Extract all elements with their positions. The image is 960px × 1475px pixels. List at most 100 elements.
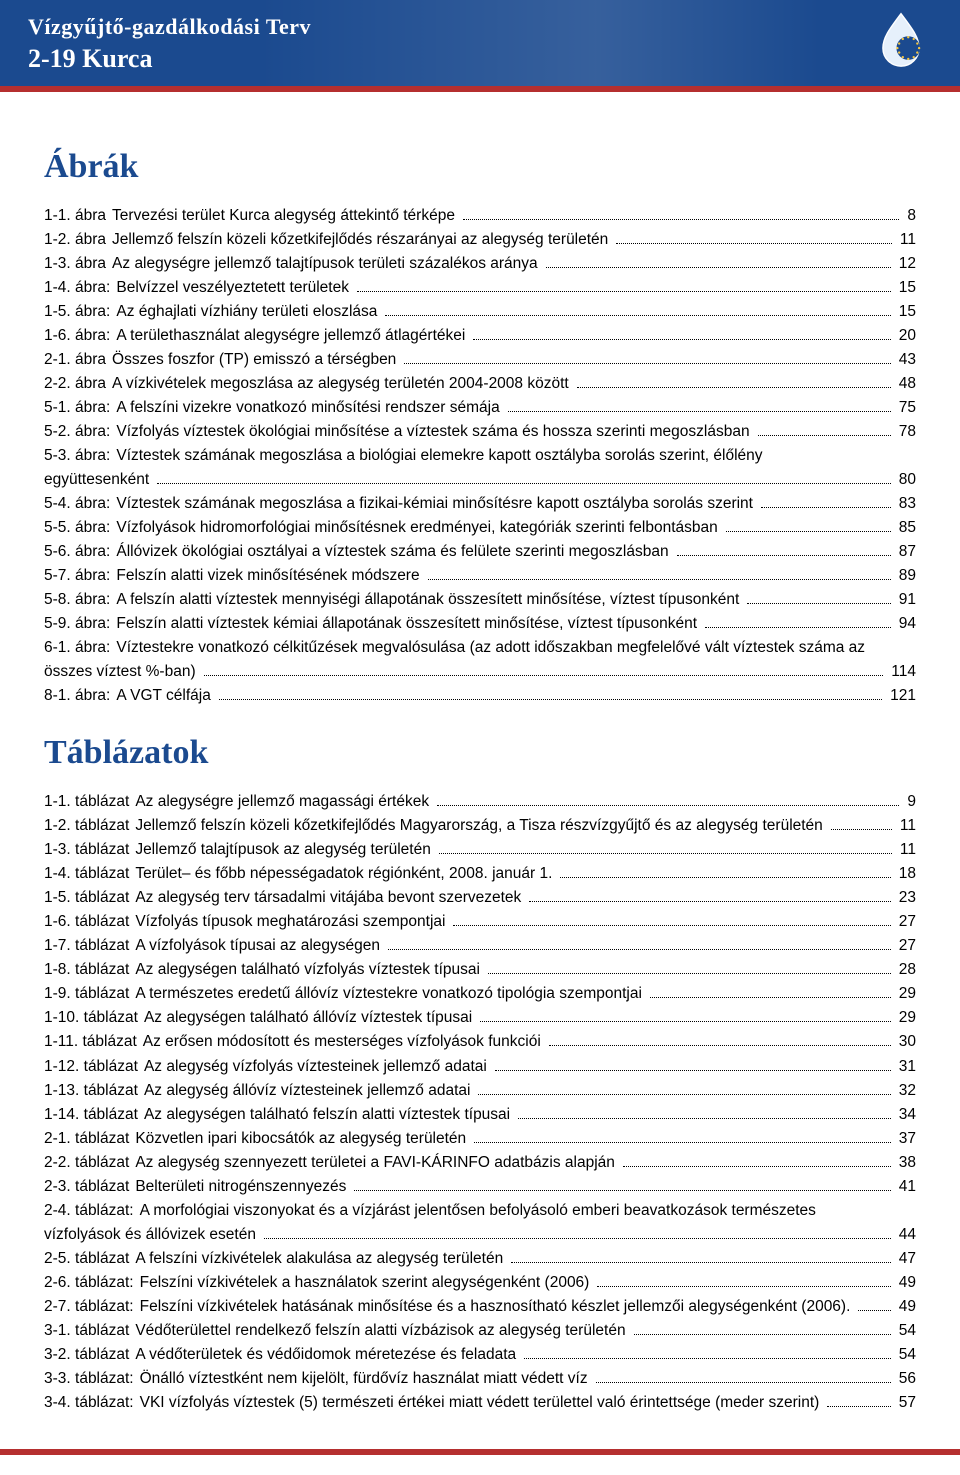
section-title-abrak: Ábrák bbox=[44, 148, 916, 186]
toc-ref: 5-9. ábra: bbox=[44, 612, 116, 636]
toc-label: Az erősen módosított és mesterséges vízf… bbox=[143, 1030, 545, 1054]
toc-dots bbox=[705, 615, 891, 628]
toc-ref: 3-1. táblázat bbox=[44, 1319, 135, 1343]
tablazatok-row: 1-10. táblázatAz alegységen található ál… bbox=[44, 1006, 916, 1030]
toc-ref: 1-2. táblázat bbox=[44, 814, 135, 838]
toc-dots bbox=[204, 663, 884, 676]
toc-dots bbox=[480, 1009, 891, 1022]
toc-page: 47 bbox=[895, 1247, 916, 1271]
toc-label: Felszín alatti víztestek kémiai állapotá… bbox=[116, 612, 701, 636]
toc-ref: 2-2. táblázat bbox=[44, 1151, 135, 1175]
toc-page: 8 bbox=[903, 204, 916, 228]
toc-dots bbox=[219, 687, 882, 700]
toc-ref: 5-7. ábra: bbox=[44, 564, 116, 588]
tablazatok-row: 2-6. táblázat:Felszíni vízkivételek a ha… bbox=[44, 1271, 916, 1295]
toc-dots bbox=[858, 1297, 890, 1310]
abrak-row-cont: összes víztest %-ban)114 bbox=[44, 660, 916, 684]
abrak-toc-list: 1-1. ábraTervezési terület Kurca alegysé… bbox=[44, 204, 916, 708]
toc-dots bbox=[488, 961, 891, 974]
toc-ref: 2-2. ábra bbox=[44, 372, 112, 396]
tablazatok-row-cont: vízfolyások és állóvizek esetén44 bbox=[44, 1223, 916, 1247]
toc-ref: 6-1. ábra: bbox=[44, 636, 116, 660]
toc-dots bbox=[758, 423, 891, 436]
toc-page: 57 bbox=[895, 1391, 916, 1415]
abrak-row: 2-2. ábraA vízkivételek megoszlása az al… bbox=[44, 372, 916, 396]
header-title: Vízgyűjtő-gazdálkodási Terv bbox=[28, 14, 932, 40]
toc-dots bbox=[388, 937, 891, 950]
toc-page: 20 bbox=[895, 324, 916, 348]
toc-page: 27 bbox=[895, 910, 916, 934]
toc-page: 32 bbox=[895, 1079, 916, 1103]
toc-dots bbox=[529, 889, 890, 902]
toc-page: 78 bbox=[895, 420, 916, 444]
toc-ref: 1-10. táblázat bbox=[44, 1006, 144, 1030]
toc-page: 30 bbox=[895, 1030, 916, 1054]
toc-page: 34 bbox=[895, 1103, 916, 1127]
tablazatok-row: 1-13. táblázatAz alegység állóvíz víztes… bbox=[44, 1079, 916, 1103]
abrak-row: 5-6. ábra:Állóvizek ökológiai osztályai … bbox=[44, 540, 916, 564]
toc-dots bbox=[404, 351, 890, 364]
toc-ref: 2-5. táblázat bbox=[44, 1247, 135, 1271]
toc-dots bbox=[511, 1249, 891, 1262]
toc-dots bbox=[549, 1033, 891, 1046]
abrak-row: 5-4. ábra:Víztestek számának megoszlása … bbox=[44, 492, 916, 516]
toc-dots bbox=[761, 495, 891, 508]
abrak-row: 5-2. ábra:Vízfolyás víztestek ökológiai … bbox=[44, 420, 916, 444]
abrak-row: 1-1. ábraTervezési terület Kurca alegysé… bbox=[44, 204, 916, 228]
toc-ref: 1-5. táblázat bbox=[44, 886, 135, 910]
abrak-row: 5-5. ábra:Vízfolyások hidromorfológiai m… bbox=[44, 516, 916, 540]
abrak-row: 1-6. ábra:A területhasználat alegységre … bbox=[44, 324, 916, 348]
document-page: Vízgyűjtő-gazdálkodási Terv 2-19 Kurca Á… bbox=[0, 0, 960, 1475]
toc-page: 11 bbox=[896, 228, 916, 252]
toc-label: A természetes eredetű állóvíz víztestekr… bbox=[135, 982, 646, 1006]
toc-page: 85 bbox=[895, 516, 916, 540]
toc-label: Önálló víztestként nem kijelölt, fürdőví… bbox=[140, 1367, 592, 1391]
toc-dots bbox=[518, 1105, 891, 1118]
toc-ref: 2-1. táblázat bbox=[44, 1127, 135, 1151]
toc-dots bbox=[473, 327, 890, 340]
toc-ref: 5-3. ábra: bbox=[44, 444, 116, 468]
toc-ref: 1-5. ábra: bbox=[44, 300, 116, 324]
tablazatok-row: 3-4. táblázat:VKI vízfolyás víztestek (5… bbox=[44, 1391, 916, 1415]
toc-dots bbox=[439, 841, 892, 854]
toc-dots bbox=[831, 817, 892, 830]
toc-dots bbox=[385, 303, 890, 316]
toc-ref: 1-9. táblázat bbox=[44, 982, 135, 1006]
section-title-tablazatok: Táblázatok bbox=[44, 734, 916, 772]
abrak-row: 1-3. ábraAz alegységre jellemző talajtíp… bbox=[44, 252, 916, 276]
tablazatok-row: 2-7. táblázat:Felszíni vízkivételek hatá… bbox=[44, 1295, 916, 1319]
tablazatok-row: 2-2. táblázatAz alegység szennyezett ter… bbox=[44, 1151, 916, 1175]
toc-page: 9 bbox=[903, 790, 916, 814]
tablazatok-row: 1-14. táblázatAz alegységen található fe… bbox=[44, 1103, 916, 1127]
toc-dots bbox=[677, 543, 891, 556]
toc-ref: 1-3. ábra bbox=[44, 252, 112, 276]
toc-ref: 5-1. ábra: bbox=[44, 396, 116, 420]
abrak-row: 1-2. ábraJellemző felszín közeli kőzetki… bbox=[44, 228, 916, 252]
tablazatok-row: 1-3. táblázatJellemző talajtípusok az al… bbox=[44, 838, 916, 862]
toc-ref: 3-4. táblázat: bbox=[44, 1391, 140, 1415]
tablazatok-row: 1-12. táblázatAz alegység vízfolyás vízt… bbox=[44, 1055, 916, 1079]
toc-page: 41 bbox=[895, 1175, 916, 1199]
tablazatok-row: 2-4. táblázat:A morfológiai viszonyokat … bbox=[44, 1199, 916, 1223]
toc-label: A védőterületek és védőidomok méretezése… bbox=[135, 1343, 520, 1367]
toc-label: Jellemző felszín közeli kőzetkifejlődés … bbox=[112, 228, 612, 252]
toc-label: Az alegységre jellemző talajtípusok terü… bbox=[112, 252, 542, 276]
toc-label: Jellemző talajtípusok az alegység terüle… bbox=[135, 838, 435, 862]
toc-dots bbox=[524, 1346, 891, 1359]
tablazatok-row: 2-3. táblázatBelterületi nitrogénszennye… bbox=[44, 1175, 916, 1199]
toc-ref: 2-3. táblázat bbox=[44, 1175, 135, 1199]
abrak-row: 5-1. ábra:A felszíni vizekre vonatkozó m… bbox=[44, 396, 916, 420]
toc-page: 121 bbox=[886, 684, 916, 708]
toc-label-cont: együttesenként bbox=[44, 468, 153, 492]
toc-ref: 1-14. táblázat bbox=[44, 1103, 144, 1127]
toc-ref: 1-4. ábra: bbox=[44, 276, 116, 300]
toc-ref: 1-3. táblázat bbox=[44, 838, 135, 862]
toc-label: Az alegységen található vízfolyás víztes… bbox=[135, 958, 484, 982]
toc-label: Tervezési terület Kurca alegység áttekin… bbox=[112, 204, 459, 228]
toc-page: 31 bbox=[895, 1055, 916, 1079]
tablazatok-row: 1-7. táblázatA vízfolyások típusai az al… bbox=[44, 934, 916, 958]
toc-ref: 1-6. táblázat bbox=[44, 910, 135, 934]
toc-page: 29 bbox=[895, 1006, 916, 1030]
toc-label: Védőterülettel rendelkező felszín alatti… bbox=[135, 1319, 629, 1343]
tablazatok-row: 2-1. táblázatKözvetlen ipari kibocsátók … bbox=[44, 1127, 916, 1151]
